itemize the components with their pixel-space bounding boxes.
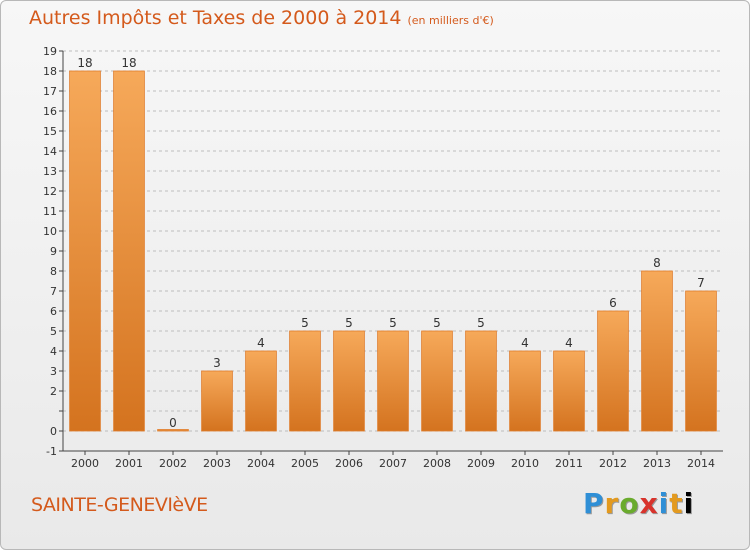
logo-letter: t — [669, 487, 684, 520]
y-tick-label: 15 — [43, 125, 57, 138]
proxiti-logo: Proxiti — [583, 487, 694, 520]
logo-letter: P — [583, 487, 605, 520]
logo-letter: i — [658, 487, 670, 520]
bar-2001 — [113, 70, 145, 432]
y-tick-label: 12 — [43, 185, 57, 198]
y-tick-label: 19 — [43, 45, 57, 58]
value-label: 7 — [697, 276, 705, 290]
value-label: 6 — [609, 296, 617, 310]
bar-2013 — [641, 270, 673, 432]
chart-title: Autres Impôts et Taxes de 2000 à 2014 (en… — [29, 7, 494, 29]
y-tick-label: 4 — [50, 345, 57, 358]
y-tick-label: 5 — [50, 325, 57, 338]
logo-letter: o — [619, 487, 640, 520]
x-tick-label: 2013 — [643, 457, 671, 470]
value-label: 8 — [653, 256, 661, 270]
x-tick-label: 2001 — [115, 457, 143, 470]
y-tick-label: 11 — [43, 205, 57, 218]
value-label: 4 — [521, 336, 529, 350]
x-tick-label: 2009 — [467, 457, 495, 470]
logo-letter: x — [639, 487, 659, 520]
commune-name: SAINTE-GENEVIèVE — [31, 494, 208, 516]
value-label: 3 — [213, 356, 221, 370]
y-tick-label: 7 — [50, 285, 57, 298]
logo-letter: r — [604, 487, 620, 520]
bars: 18 18 0 3 4 5 5 5 5 5 4 4 6 8 7 — [69, 56, 717, 432]
bar-2004 — [245, 350, 277, 432]
bar-2008 — [421, 330, 453, 432]
y-tick-label: 8 — [50, 265, 57, 278]
y-tick-label: 17 — [43, 85, 57, 98]
y-tick-label: 16 — [43, 105, 57, 118]
bar-2009 — [465, 330, 497, 432]
bar-2006 — [333, 330, 365, 432]
bar-2005 — [289, 330, 321, 432]
y-tick-label: 3 — [50, 365, 57, 378]
value-label: 5 — [301, 316, 309, 330]
bar-2011 — [553, 350, 585, 432]
x-tick-label: 2000 — [71, 457, 99, 470]
bar-2007 — [377, 330, 409, 432]
x-tick-label: 2008 — [423, 457, 451, 470]
value-label: 5 — [389, 316, 397, 330]
y-tick-label: 13 — [43, 165, 57, 178]
x-tick-label: 2010 — [511, 457, 539, 470]
y-tick-label: 18 — [43, 65, 57, 78]
value-label: 4 — [565, 336, 573, 350]
value-label: 18 — [77, 56, 92, 70]
x-tick-label: 2006 — [335, 457, 363, 470]
y-tick-label: 9 — [50, 245, 57, 258]
value-label: 5 — [477, 316, 485, 330]
chart-title-text: Autres Impôts et Taxes de 2000 à 2014 — [29, 7, 402, 29]
x-tick-label: 2014 — [687, 457, 715, 470]
y-tick-label: 6 — [50, 305, 57, 318]
x-tick-label: 2012 — [599, 457, 627, 470]
x-tick-label: 2007 — [379, 457, 407, 470]
bar-2002 — [157, 429, 189, 432]
bar-2003 — [201, 370, 233, 432]
y-tick-label: 14 — [43, 145, 57, 158]
x-tick-label: 2002 — [159, 457, 187, 470]
y-tick-label: 0 — [50, 425, 57, 438]
y-tick-label: 2 — [50, 385, 57, 398]
x-tick-label: 2005 — [291, 457, 319, 470]
value-label: 4 — [257, 336, 265, 350]
value-label: 18 — [121, 56, 136, 70]
x-tick-label: 2004 — [247, 457, 275, 470]
value-label: 5 — [345, 316, 353, 330]
y-tick-label: 10 — [43, 225, 57, 238]
value-label: 0 — [169, 416, 177, 430]
x-tick-label: 2003 — [203, 457, 231, 470]
bar-2000 — [69, 70, 101, 432]
bar-2012 — [597, 310, 629, 432]
value-label: 5 — [433, 316, 441, 330]
bar-2010 — [509, 350, 541, 432]
logo-letter: i — [683, 487, 695, 520]
y-tick-label: -1 — [46, 445, 57, 458]
chart-subtitle: (en milliers d'€) — [407, 14, 494, 27]
x-tick-label: 2011 — [555, 457, 583, 470]
bar-2014 — [685, 290, 717, 432]
axes: -1 0 2 3 4 5 6 7 8 9 10 11 12 13 14 15 16 17 18 19 2000 2001 2… — [43, 45, 723, 470]
